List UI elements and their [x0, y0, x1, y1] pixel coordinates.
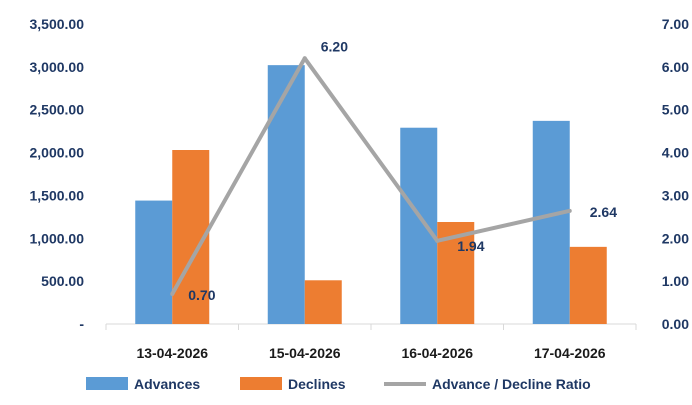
- bars-group: [135, 65, 607, 325]
- ratio-data-label: 2.64: [590, 204, 617, 220]
- right-y-tick-label: 7.00: [662, 16, 689, 32]
- left-y-tick-label: 2,000.00: [30, 145, 85, 161]
- right-y-axis: 0.00 1.00 2.00 3.00 4.00 5.00 6.00 7.00: [662, 16, 689, 332]
- advancesbar: [267, 65, 305, 325]
- left-y-tick-label: 2,500.00: [30, 102, 85, 118]
- right-y-tick-label: 4.00: [662, 145, 689, 161]
- advancesbar: [532, 120, 570, 324]
- ratio-point: [302, 56, 307, 61]
- advancesbar: [135, 200, 173, 324]
- right-y-tick-label: 0.00: [662, 316, 689, 332]
- legend-swatch-declines: [240, 377, 282, 390]
- ratio-data-label: 1.94: [457, 238, 484, 254]
- left-y-tick-label: 3,000.00: [30, 59, 85, 75]
- left-y-tick-label: 500.00: [41, 273, 84, 289]
- ratio-point: [567, 208, 572, 213]
- legend-label-ratio: Advance / Decline Ratio: [432, 376, 591, 392]
- x-tick-label: 16-04-2026: [401, 345, 473, 361]
- right-y-tick-label: 3.00: [662, 187, 689, 203]
- ratio-line-group: [170, 56, 572, 296]
- x-tick-label: 13-04-2026: [136, 345, 208, 361]
- ratio-data-label: 6.20: [321, 38, 348, 54]
- x-tick-label: 15-04-2026: [269, 345, 341, 361]
- legend-label-advances: Advances: [134, 376, 200, 392]
- declinesbar: [569, 246, 607, 324]
- ratio-point: [170, 292, 175, 296]
- left-y-tick-label: 1,000.00: [30, 230, 85, 246]
- x-tick-label: 17-04-2026: [534, 345, 606, 361]
- ratio-point: [435, 238, 440, 243]
- right-y-tick-label: 5.00: [662, 102, 689, 118]
- left-y-axis: - 500.00 1,000.00 1,500.00 2,000.00 2,500.00 3…: [30, 16, 85, 332]
- ratio-data-labels: 0.70 6.20 1.94 2.64: [188, 38, 617, 303]
- ratio-data-label: 0.70: [188, 287, 215, 303]
- ratio-line: [170, 56, 571, 295]
- left-y-tick-label: -: [79, 316, 84, 332]
- right-y-tick-label: 1.00: [662, 273, 689, 289]
- legend: Advances Declines Advance / Decline Ratio: [86, 376, 591, 392]
- legend-swatch-advances: [86, 377, 128, 390]
- left-y-tick-label: 3,500.00: [30, 16, 85, 32]
- declinesbar: [304, 280, 342, 324]
- x-axis-ticks: 13-04-2026 15-04-2026 16-04-2026 17-04-2026: [105, 324, 637, 361]
- legend-label-declines: Declines: [288, 376, 346, 392]
- right-y-tick-label: 2.00: [662, 230, 689, 246]
- left-y-tick-label: 1,500.00: [30, 187, 85, 203]
- advancesbar: [400, 127, 438, 324]
- right-y-tick-label: 6.00: [662, 59, 689, 75]
